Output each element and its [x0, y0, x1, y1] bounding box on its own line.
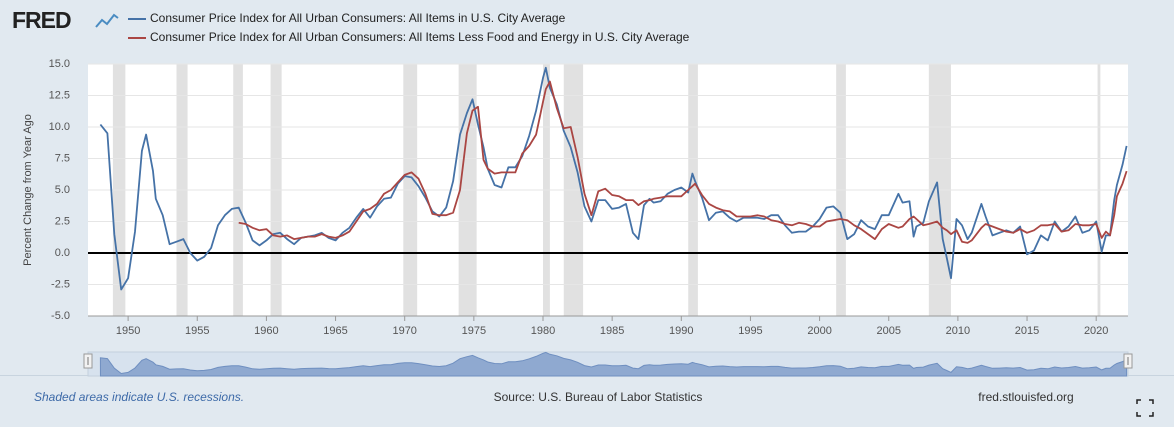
x-tick-label: 2010: [946, 325, 970, 337]
x-tick-label: 2020: [1084, 325, 1108, 337]
series-line: [238, 80, 1128, 244]
y-tick-label: 12.5: [49, 89, 70, 101]
recession-note: Shaded areas indicate U.S. recessions.: [34, 390, 244, 404]
y-tick-label: 0.0: [55, 247, 70, 259]
x-tick-label: 2000: [807, 325, 831, 337]
x-tick-label: 2005: [877, 325, 901, 337]
logo-icon: [95, 13, 119, 28]
y-tick-label: -2.5: [51, 278, 70, 290]
x-tick-label: 1960: [254, 325, 278, 337]
x-tick-label: 1965: [323, 325, 347, 337]
x-tick-label: 2015: [1015, 325, 1039, 337]
legend-label: Consumer Price Index for All Urban Consu…: [150, 30, 690, 44]
navigator-handle[interactable]: [83, 353, 93, 369]
y-axis-label: Percent Change from Year Ago: [22, 114, 34, 266]
x-tick-label: 1990: [669, 325, 693, 337]
x-tick-label: 1995: [738, 325, 762, 337]
y-tick-label: 5.0: [55, 184, 70, 196]
y-tick-label: 2.5: [55, 215, 70, 227]
source: Source: U.S. Bureau of Labor Statistics: [494, 390, 703, 404]
fullscreen-button[interactable]: [1136, 399, 1154, 417]
x-tick-label: 1970: [392, 325, 416, 337]
x-tick-label: 1975: [462, 325, 486, 337]
x-tick-label: 1985: [600, 325, 624, 337]
y-tick-label: 10.0: [49, 121, 70, 133]
navigator-area: [99, 351, 1128, 377]
x-tick-label: 1955: [185, 325, 209, 337]
navigator-handle[interactable]: [1123, 353, 1133, 369]
series-line: [99, 66, 1128, 291]
logo: FRED: [12, 7, 71, 33]
y-tick-label: 7.5: [55, 152, 70, 164]
legend-label: Consumer Price Index for All Urban Consu…: [150, 11, 566, 25]
y-tick-label: 15.0: [49, 58, 70, 70]
y-tick-label: -5.0: [51, 310, 70, 322]
site: fred.stlouisfed.org: [978, 390, 1073, 404]
plot: [88, 63, 1128, 317]
x-tick-label: 1980: [531, 325, 555, 337]
x-tick-label: 1950: [116, 325, 140, 337]
